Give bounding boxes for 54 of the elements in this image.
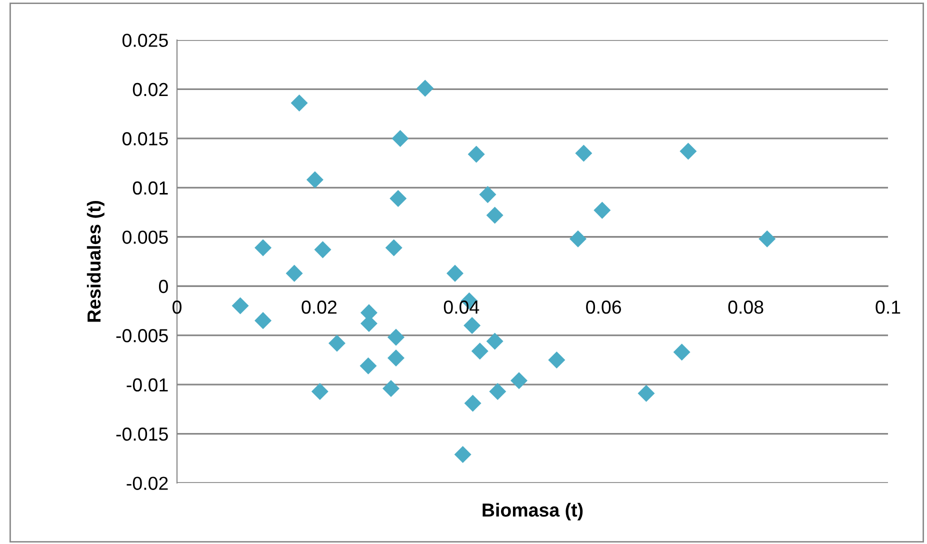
point: [286, 264, 303, 282]
point: [446, 264, 464, 282]
point: [673, 344, 690, 361]
point: [471, 342, 488, 360]
point: [486, 332, 504, 350]
x-tick-label: 0.08: [728, 300, 764, 314]
point: [254, 312, 272, 330]
y-tick-label: 0.015: [122, 132, 168, 146]
point: [548, 351, 566, 368]
point: [232, 297, 249, 314]
point: [254, 239, 272, 256]
point: [638, 384, 655, 402]
point: [290, 94, 308, 112]
point: [392, 130, 409, 147]
point: [390, 190, 407, 207]
point: [387, 328, 404, 346]
x-tick-label: 0.02: [302, 300, 337, 314]
point: [680, 142, 697, 160]
y-tick-label: -0.02: [126, 476, 168, 490]
point: [416, 80, 434, 97]
point: [328, 334, 346, 352]
point: [489, 382, 506, 400]
point: [387, 349, 404, 366]
y-tick-label: 0.02: [132, 82, 168, 96]
point: [486, 206, 504, 224]
point: [311, 382, 328, 400]
x-tick-label: 0: [172, 300, 182, 314]
x-tick-label: 0.1: [876, 300, 900, 314]
point: [479, 186, 496, 204]
point: [594, 202, 611, 219]
point: [758, 230, 776, 248]
point: [382, 380, 400, 397]
point: [464, 316, 481, 334]
point: [570, 230, 587, 248]
point: [464, 394, 482, 412]
point: [468, 146, 485, 163]
y-tick-label: 0.01: [132, 181, 168, 195]
y-axis-title: Residuales (t): [86, 200, 104, 322]
point: [314, 241, 332, 258]
point: [510, 372, 528, 390]
y-tick-label: 0.025: [122, 34, 168, 47]
y-tick-label: -0.01: [126, 378, 168, 392]
y-tick-label: -0.005: [116, 329, 168, 342]
x-tick-label: 0.04: [444, 300, 480, 314]
point: [385, 239, 402, 256]
point: [306, 171, 324, 188]
x-axis-title: Biomasa (t): [482, 502, 583, 520]
x-tick-label: 0.06: [586, 300, 622, 314]
y-tick-label: 0.005: [122, 230, 168, 244]
y-tick-label: -0.015: [116, 427, 168, 441]
y-tick-label: 0: [158, 280, 168, 294]
point: [454, 446, 472, 463]
point: [360, 357, 377, 374]
point: [575, 144, 592, 162]
